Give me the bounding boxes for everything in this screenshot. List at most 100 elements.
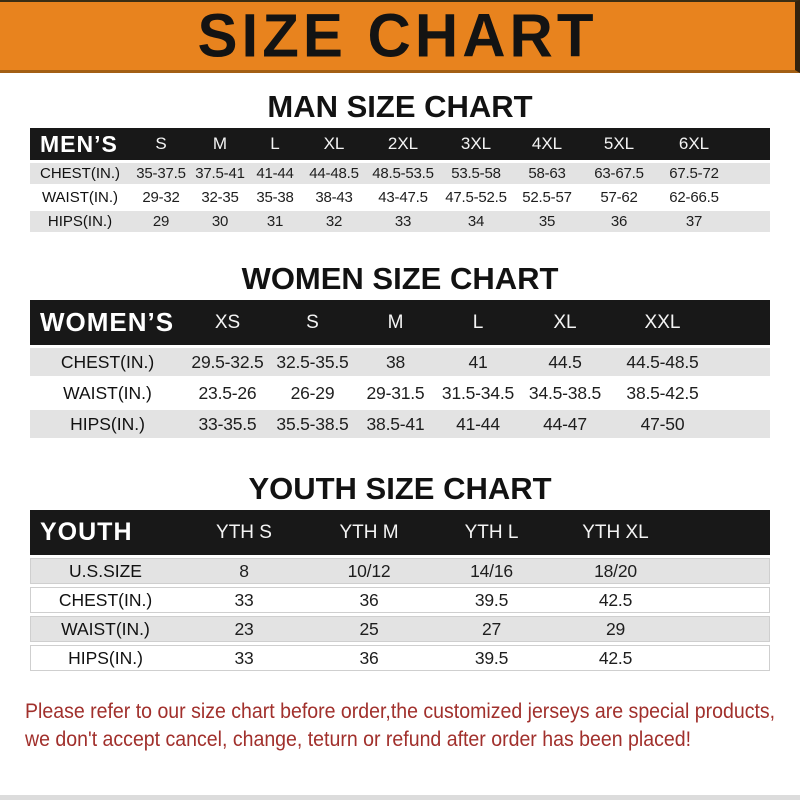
measurement-row: WAIST(IN.) 29-32 32-35 35-38 38-43 43-47.5 47.… — [30, 187, 770, 208]
measurement-value: 14/16 — [430, 558, 553, 584]
section-youth: YOUTH SIZE CHART YOUTH YTH S YTH M YTH L YTH… — [0, 471, 800, 674]
size-column-header: YTH XL — [582, 521, 649, 543]
size-column-header: XL — [553, 311, 577, 333]
table-corner-label: YOUTH — [40, 518, 133, 546]
banner: SIZE CHART — [0, 0, 800, 73]
size-column-header: L — [270, 134, 280, 153]
size-column-header: XL — [323, 134, 345, 153]
measurement-value: 23.5-26 — [198, 382, 257, 403]
spacer-cell — [715, 348, 770, 376]
spacer-cell — [715, 410, 770, 438]
row-label: CHEST(IN.) — [30, 587, 180, 613]
measurement-row: WAIST(IN.) 23 25 27 29 — [30, 616, 770, 642]
measurement-value: 38-43 — [315, 189, 353, 206]
measurement-row: CHEST(IN.) 29.5-32.5 32.5-35.5 38 41 44.5 44.5… — [30, 348, 770, 376]
measurement-value: 36 — [308, 645, 430, 671]
men-size-table: MEN’S S M L XL 2XL 3XL 4XL 5XL 6XL CHEST(IN.) 35-37… — [30, 125, 770, 235]
measurement-value: 47-50 — [640, 413, 685, 434]
measurement-value: 36 — [308, 587, 430, 613]
measurement-value: 32-35 — [201, 189, 239, 206]
measurement-value: 44.5 — [548, 351, 582, 372]
size-charts: MAN SIZE CHART MEN’S S M L XL 2XL 3XL 4XL 5XL 6XL… — [0, 89, 800, 674]
size-column-header: M — [387, 311, 404, 333]
measurement-value: 33 — [180, 587, 308, 613]
measurement-value: 29 — [553, 616, 678, 642]
measurement-value: 10/12 — [308, 558, 430, 584]
spacer-cell — [678, 587, 770, 613]
measurement-value: 38 — [385, 351, 406, 372]
row-label: CHEST(IN.) — [60, 351, 155, 372]
section-title-youth: YOUTH SIZE CHART — [248, 471, 552, 506]
measurement-value: 26-29 — [290, 382, 335, 403]
page-title: SIZE CHART — [197, 1, 598, 70]
row-label: CHEST(IN.) — [40, 165, 120, 182]
size-column-header: 5XL — [603, 134, 635, 153]
measurement-value: 33-35.5 — [198, 413, 257, 434]
measurement-value: 32.5-35.5 — [276, 351, 349, 372]
measurement-value: 32 — [325, 213, 343, 230]
size-column-header: 3XL — [460, 134, 492, 153]
row-label: HIPS(IN.) — [47, 213, 113, 230]
measurement-value: 38.5-42.5 — [626, 382, 699, 403]
spacer-cell — [715, 379, 770, 407]
measurement-value: 37 — [685, 213, 703, 230]
spacer-cell — [678, 645, 770, 671]
measurement-value: 25 — [308, 616, 430, 642]
women-size-table: WOMEN’S XS S M L XL XXL CHEST(IN.) 29.5-32.5 32.5… — [30, 297, 770, 441]
row-label: WAIST(IN.) — [30, 616, 180, 642]
size-header-row: YOUTH YTH S YTH M YTH L YTH XL — [30, 510, 770, 555]
size-header-row: MEN’S S M L XL 2XL 3XL 4XL 5XL 6XL — [30, 128, 770, 160]
measurement-value: 44-47 — [543, 413, 587, 434]
measurement-value: 27 — [430, 616, 553, 642]
size-column-header: YTH M — [339, 521, 399, 543]
measurement-value: 58-63 — [528, 165, 566, 182]
measurement-value: 34.5-38.5 — [528, 382, 602, 403]
size-column-header: S — [155, 134, 167, 153]
measurement-value: 44.5-48.5 — [626, 351, 699, 372]
table-corner-label: MEN’S — [40, 130, 118, 157]
measurement-value: 41 — [468, 351, 488, 372]
measurement-value: 29-32 — [142, 189, 180, 206]
spacer-cell — [678, 558, 770, 584]
spacer-cell — [732, 163, 770, 184]
section-title-men: MAN SIZE CHART — [267, 89, 533, 124]
row-label: WAIST(IN.) — [41, 189, 119, 206]
measurement-value: 41-44 — [456, 413, 500, 434]
measurement-value: 23 — [180, 616, 308, 642]
measurement-value: 29 — [152, 213, 170, 230]
size-column-header: 2XL — [387, 134, 419, 153]
section-women: WOMEN SIZE CHART WOMEN’S XS S M L XL XXL CHEST(… — [0, 261, 800, 441]
row-label: HIPS(IN.) — [30, 645, 180, 671]
spacer-cell — [715, 300, 770, 345]
measurement-row: CHEST(IN.) 33 36 39.5 42.5 — [30, 587, 770, 613]
size-column-header: L — [472, 311, 484, 333]
size-column-header: XXL — [644, 311, 681, 333]
bottom-edge-strip — [0, 795, 800, 800]
measurement-value: 35-37.5 — [136, 165, 186, 182]
measurement-value: 33 — [180, 645, 308, 671]
disclaimer-line-2: we don't accept cancel, change, teturn o… — [25, 727, 692, 751]
measurement-value: 38.5-41 — [366, 413, 425, 434]
size-column-header: 4XL — [531, 134, 563, 153]
row-label: HIPS(IN.) — [70, 413, 145, 434]
measurement-value: 31 — [266, 213, 284, 230]
measurement-row: CHEST(IN.) 35-37.5 37.5-41 41-44 44-48.5 48.5… — [30, 163, 770, 184]
measurement-value: 47.5-52.5 — [445, 189, 507, 206]
measurement-value: 52.5-57 — [522, 189, 572, 206]
spacer-cell — [678, 510, 770, 555]
measurement-row: HIPS(IN.) 33 36 39.5 42.5 — [30, 645, 770, 671]
measurement-value: 42.5 — [553, 587, 678, 613]
size-column-header: YTH L — [464, 521, 519, 543]
disclaimer: Please refer to our size chart before or… — [0, 698, 800, 753]
measurement-value: 43-47.5 — [378, 189, 428, 206]
measurement-value: 8 — [180, 558, 308, 584]
measurement-value: 62-66.5 — [669, 189, 719, 206]
size-column-header: M — [212, 134, 228, 153]
measurement-value: 31.5-34.5 — [441, 382, 515, 403]
measurement-row: U.S.SIZE 8 10/12 14/16 18/20 — [30, 558, 770, 584]
size-header-row: WOMEN’S XS S M L XL XXL — [30, 300, 770, 345]
measurement-value: 29-31.5 — [366, 382, 425, 403]
measurement-value: 35 — [538, 213, 556, 230]
size-column-header: XS — [214, 311, 241, 333]
measurement-value: 44-48.5 — [309, 165, 359, 182]
